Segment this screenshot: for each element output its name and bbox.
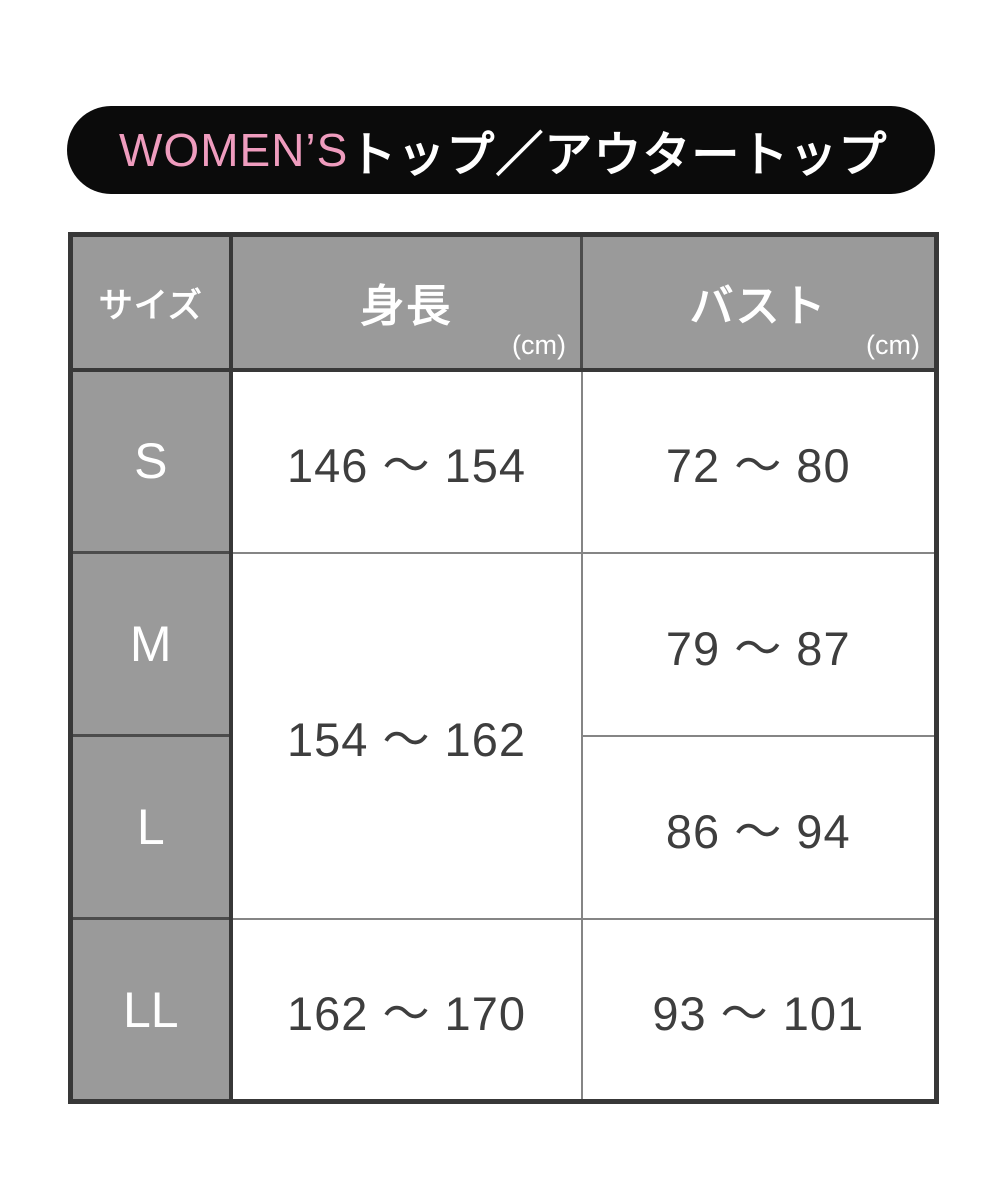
column-header-height: 身長 (cm) — [229, 234, 583, 372]
bust-cell-s: 72 〜 80 — [580, 368, 938, 554]
table-row-s: S 146 〜 154 72 〜 80 — [70, 368, 938, 554]
table-row-ll: LL 162 〜 170 93 〜 101 — [70, 917, 938, 1103]
column-header-bust: バスト (cm) — [580, 234, 938, 372]
column-header-size: サイズ — [70, 234, 233, 372]
chart-title-bar: WOMEN’S トップ／アウタートップ — [67, 106, 935, 194]
bust-cell-l: 86 〜 94 — [580, 734, 938, 920]
table-header-row: サイズ 身長 (cm) バスト (cm) — [70, 234, 938, 372]
bust-cell-ll: 93 〜 101 — [580, 917, 938, 1103]
gender-label: WOMEN’S — [119, 124, 349, 176]
size-cell-s: S — [70, 368, 233, 554]
height-cell-ll: 162 〜 170 — [229, 917, 583, 1103]
height-unit-label: (cm) — [512, 329, 566, 360]
category-title: トップ／アウタートップ — [348, 129, 888, 182]
size-cell-l: L — [70, 734, 233, 920]
size-cell-m: M — [70, 551, 233, 737]
height-cell-m-l-merged: 154 〜 162 — [229, 551, 583, 920]
height-cell-s: 146 〜 154 — [229, 368, 583, 554]
table-row-l: L 86 〜 94 — [70, 734, 938, 920]
size-chart-table: サイズ 身長 (cm) バスト (cm) S 146 〜 154 72 〜 80… — [68, 232, 939, 1104]
size-cell-ll: LL — [70, 917, 233, 1103]
bust-unit-label: (cm) — [866, 329, 920, 360]
height-label: 身長 — [360, 282, 453, 332]
bust-cell-m: 79 〜 87 — [580, 551, 938, 737]
table-row-m: M 154 〜 162 79 〜 87 — [70, 551, 938, 920]
bust-label: バスト — [689, 282, 828, 332]
